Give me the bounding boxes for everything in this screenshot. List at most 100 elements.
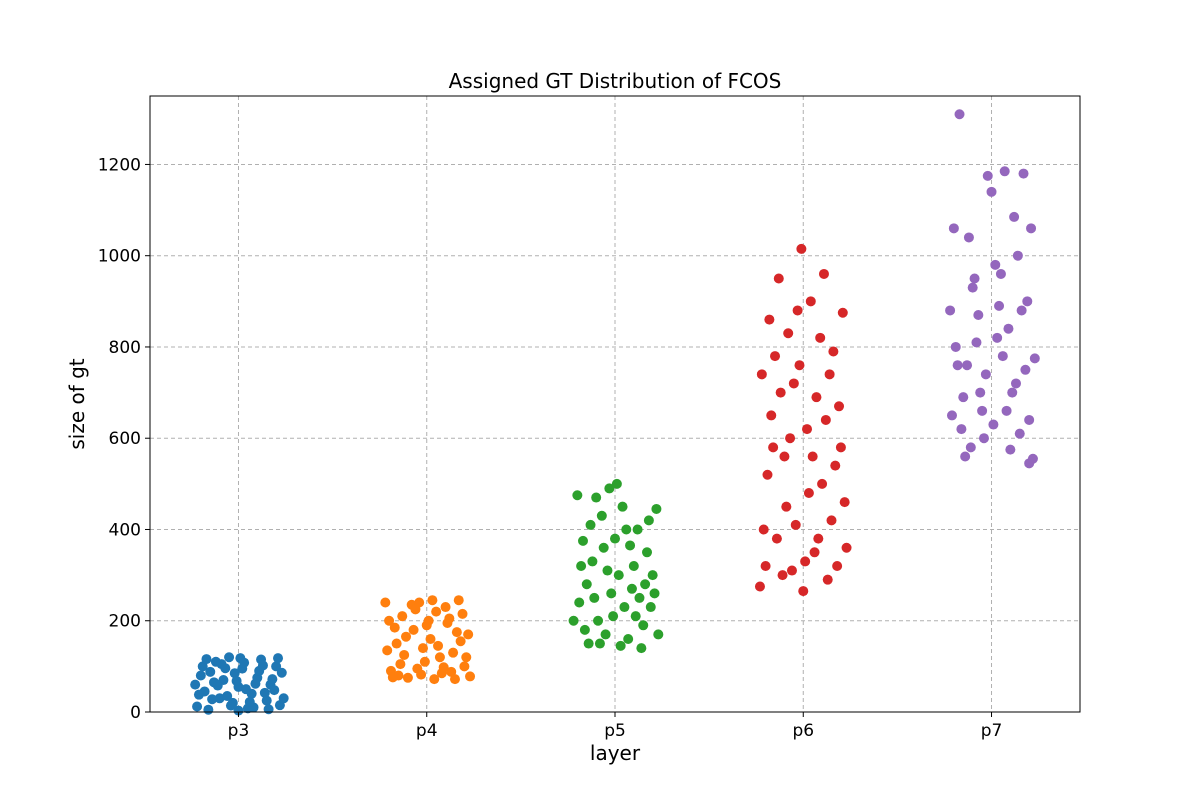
data-point [212, 680, 223, 691]
data-point [453, 595, 464, 606]
data-point [841, 542, 852, 553]
y-tick-label: 1200 [98, 155, 141, 175]
data-point [830, 460, 841, 471]
data-point [455, 636, 466, 647]
data-point [997, 351, 1008, 362]
data-point [796, 243, 807, 254]
data-point [649, 588, 660, 599]
data-point [803, 487, 814, 498]
data-point [382, 645, 393, 656]
data-point [770, 351, 781, 362]
data-point [628, 560, 639, 571]
data-point [948, 223, 959, 234]
y-tick-label: 1000 [98, 247, 141, 267]
x-axis-label: layer [590, 741, 641, 765]
data-point [434, 652, 445, 663]
data-point [811, 392, 822, 403]
data-point [758, 524, 769, 535]
data-point [267, 674, 278, 685]
data-point [416, 669, 427, 680]
data-point [1024, 414, 1035, 425]
data-point [1018, 168, 1029, 179]
data-point [225, 700, 236, 711]
data-point [231, 675, 242, 686]
data-point [611, 478, 622, 489]
data-point [802, 424, 813, 435]
data-point [1024, 458, 1035, 469]
data-point [576, 560, 587, 571]
data-point [642, 547, 653, 558]
data-point [771, 533, 782, 544]
data-point [794, 360, 805, 371]
data-point [995, 268, 1006, 279]
data-point [815, 332, 826, 343]
data-point [438, 662, 449, 673]
data-point [427, 595, 438, 606]
data-point [788, 378, 799, 389]
data-point [1003, 323, 1014, 334]
data-point [1014, 428, 1025, 439]
data-point [459, 661, 470, 672]
data-point [786, 565, 797, 576]
data-point [645, 602, 656, 613]
data-point [640, 579, 651, 590]
data-point [395, 659, 406, 670]
data-point [222, 691, 233, 702]
data-point [190, 679, 201, 690]
y-tick-label: 800 [109, 338, 141, 358]
data-point [965, 442, 976, 453]
data-point [604, 483, 615, 494]
x-tick-label: p4 [416, 721, 438, 741]
chart-title: Assigned GT Distribution of FCOS [449, 69, 782, 93]
data-point [781, 501, 792, 512]
axis-ticks: 0 200 400 600 800 1000 1200 p3 p4 p5 p6 p7 [98, 155, 1003, 741]
data-point [994, 300, 1005, 311]
data-point [835, 442, 846, 453]
data-point [205, 666, 216, 677]
data-point [276, 667, 287, 678]
data-point [817, 478, 828, 489]
data-point [449, 674, 460, 685]
data-point [585, 519, 596, 530]
data-point [962, 360, 973, 371]
data-point [574, 597, 585, 608]
data-point [380, 597, 391, 608]
data-point [259, 687, 270, 698]
data-point [391, 638, 402, 649]
data-point [975, 387, 986, 398]
data-point [602, 565, 613, 576]
data-point [623, 633, 634, 644]
data-point [600, 629, 611, 640]
data-point [214, 693, 225, 704]
data-point [992, 332, 1003, 343]
data-point [451, 627, 462, 638]
data-point [766, 410, 777, 421]
data-point [410, 604, 421, 615]
data-point [990, 259, 1001, 270]
x-tick-label: p3 [228, 721, 250, 741]
data-point [950, 341, 961, 352]
data-point [589, 592, 600, 603]
series-p3 [190, 652, 289, 716]
data-point [785, 433, 796, 444]
data-point [207, 694, 218, 705]
data-point [999, 166, 1010, 177]
y-tick-label: 600 [109, 429, 141, 449]
x-tick-label: p5 [604, 721, 626, 741]
data-point [387, 672, 398, 683]
data-point [634, 592, 645, 603]
data-point [837, 307, 848, 318]
data-point [647, 570, 658, 581]
data-point [608, 611, 619, 622]
data-point [754, 581, 765, 592]
data-point [783, 328, 794, 339]
data-point [988, 419, 999, 430]
data-point [594, 638, 605, 649]
data-point [760, 560, 771, 571]
data-point [401, 631, 412, 642]
data-point [425, 633, 436, 644]
y-axis-label: size of gt [65, 358, 89, 449]
data-point [820, 414, 831, 425]
data-point [1026, 223, 1037, 234]
